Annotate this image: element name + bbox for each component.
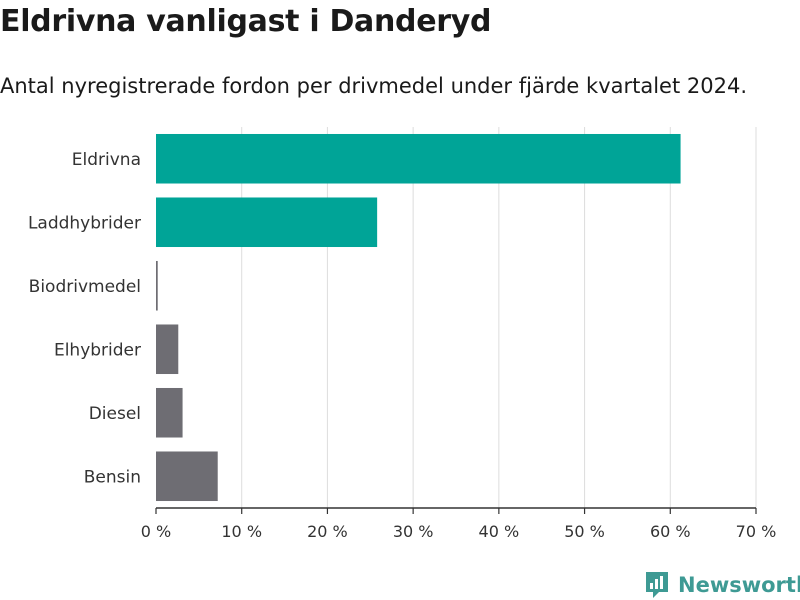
newsworthy-icon	[646, 572, 668, 598]
x-axis-ticks: 0 % 10 % 20 % 30 % 40 % 50 % 60 % 70 %	[141, 508, 777, 541]
category-label: Diesel	[89, 404, 141, 424]
bar-diesel	[156, 387, 183, 438]
chart-title: Eldrivna vanligast i Danderyd	[0, 4, 492, 39]
bar-bensin	[156, 451, 218, 502]
tick-label: 50 %	[564, 522, 605, 541]
tick-label: 70 %	[736, 522, 777, 541]
tick-label: 0 %	[141, 522, 171, 541]
tick-label: 40 %	[479, 522, 520, 541]
category-labels: Eldrivna Laddhybrider Biodrivmedel Elhybrid…	[28, 150, 141, 488]
bar-eldrivna	[156, 133, 681, 184]
bar-elhybrider	[156, 324, 179, 375]
bars	[156, 133, 681, 502]
gridlines	[241, 127, 757, 508]
category-label: Laddhybrider	[28, 213, 141, 233]
tick-label: 20 %	[307, 522, 348, 541]
tick-label: 60 %	[650, 522, 691, 541]
category-label: Elhybrider	[54, 340, 141, 360]
brand-name: Newsworthy	[678, 573, 800, 597]
category-label: Biodrivmedel	[29, 277, 141, 297]
bar-laddhybrider	[156, 197, 378, 248]
bar-biodrivmedel	[156, 260, 158, 311]
tick-label: 30 %	[393, 522, 434, 541]
category-label: Eldrivna	[72, 150, 141, 170]
category-label: Bensin	[84, 467, 141, 487]
newsworthy-logo: Newsworthy	[644, 570, 800, 600]
tick-label: 10 %	[221, 522, 262, 541]
chart-subtitle: Antal nyregistrerade fordon per drivmede…	[0, 74, 748, 98]
